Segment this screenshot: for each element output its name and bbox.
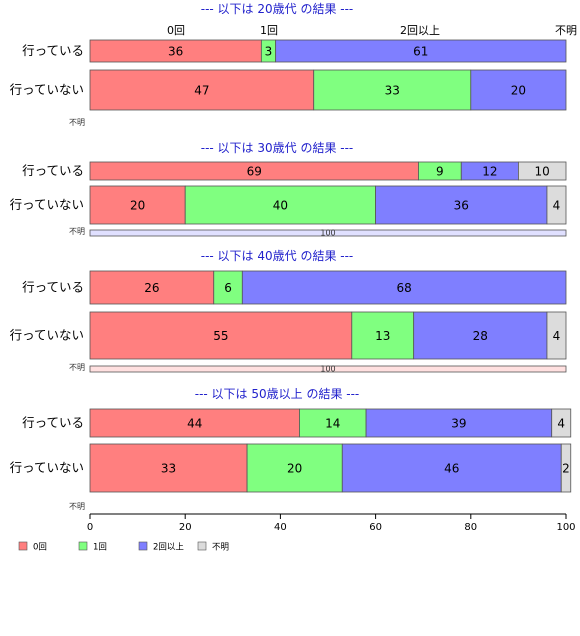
row-label: 不明 [69, 363, 85, 372]
category-top-label: 2回以上 [400, 24, 440, 37]
x-tick-label: 20 [179, 522, 192, 533]
bar-value-label: 20 [511, 84, 526, 98]
legend-swatch [78, 541, 88, 551]
bar-segment [89, 443, 248, 493]
row-label: 不明 [69, 502, 85, 511]
category-top-label: 0回 [167, 24, 185, 37]
bar-segment [551, 408, 572, 438]
row-label: 不明 [69, 227, 85, 236]
category-top-label: 1回 [260, 24, 278, 37]
row-label: 行っている [22, 43, 84, 58]
bar-segment [313, 69, 472, 111]
bar-value-label: 13 [375, 329, 390, 343]
row-label: 行っていない [10, 82, 84, 97]
bar-segment [89, 185, 186, 225]
bar-value-label: 36 [454, 199, 469, 213]
bar-value-label: 44 [187, 417, 202, 431]
x-tick-label: 60 [369, 522, 382, 533]
bar-value-label: 46 [444, 462, 459, 476]
bar-segment [89, 229, 567, 237]
row-label: 行っている [22, 415, 84, 430]
bar-segment [184, 185, 376, 225]
bar-value-label: 4 [553, 199, 561, 213]
bar-segment [89, 270, 215, 305]
bar-value-label: 4 [557, 417, 565, 431]
x-tick-label: 0 [87, 522, 93, 533]
bar-value-label: 68 [397, 281, 412, 295]
bar-value-label: 33 [161, 462, 176, 476]
row-label: 行っていない [10, 197, 84, 212]
bar-value-label: 3 [265, 45, 273, 59]
bar-value-label: 4 [553, 329, 561, 343]
category-top-label: 不明 [555, 24, 577, 37]
group-title: --- 以下は 20歳代 の結果 --- [201, 2, 354, 16]
group-title: --- 以下は 30歳代 の結果 --- [201, 141, 354, 155]
bar-value-label: 33 [385, 84, 400, 98]
bar-segment [560, 443, 572, 493]
legend-label: 1回 [93, 543, 107, 553]
x-tick-label: 40 [274, 522, 287, 533]
bar-segment [213, 270, 243, 305]
bar-segment [246, 443, 343, 493]
bar-segment [518, 161, 567, 181]
bar-value-label: 9 [436, 165, 444, 179]
bar-value-label: 55 [213, 329, 228, 343]
bar-value-label: 28 [473, 329, 488, 343]
bar-value-label: 2 [562, 462, 570, 476]
bar-value-label: 6 [224, 281, 232, 295]
bar-total-label: 100 [320, 229, 335, 238]
bar-segment [546, 185, 567, 225]
row-label: 不明 [69, 118, 85, 127]
bar-segment [89, 365, 567, 373]
bar-value-label: 69 [247, 165, 262, 179]
bar-value-label: 26 [144, 281, 159, 295]
bar-value-label: 12 [482, 165, 497, 179]
row-label: 行っている [22, 163, 84, 178]
legend-label: 不明 [212, 543, 229, 553]
legend-label: 2回以上 [153, 543, 184, 553]
bar-segment [365, 408, 553, 438]
bar-value-label: 47 [194, 84, 209, 98]
bar-value-label: 20 [287, 462, 302, 476]
bar-segment [275, 39, 567, 63]
bar-value-label: 40 [273, 199, 288, 213]
bar-value-label: 10 [535, 165, 550, 179]
row-label: 行っていない [10, 460, 84, 475]
bar-segment [299, 408, 367, 438]
row-label: 行っている [22, 280, 84, 295]
bar-total-label: 100 [320, 365, 335, 374]
bar-segment [470, 69, 567, 111]
bar-segment [375, 185, 548, 225]
bar-segment [546, 311, 567, 360]
bar-value-label: 61 [413, 45, 428, 59]
bar-segment [341, 443, 562, 493]
group-title: --- 以下は 40歳代 の結果 --- [201, 249, 354, 263]
bar-value-label: 14 [325, 417, 340, 431]
legend-swatch [18, 541, 28, 551]
group-title: --- 以下は 50歳以上 の結果 --- [195, 387, 360, 401]
legend-swatch [197, 541, 207, 551]
row-label: 行っていない [10, 328, 84, 343]
bar-value-label: 39 [451, 417, 466, 431]
x-tick-label: 80 [464, 522, 477, 533]
x-tick-label: 100 [556, 522, 575, 533]
bar-value-label: 20 [130, 199, 145, 213]
bar-segment [89, 408, 300, 438]
legend-swatch [138, 541, 148, 551]
bar-value-label: 36 [168, 45, 183, 59]
legend-label: 0回 [33, 543, 47, 553]
bar-segment [241, 270, 567, 305]
